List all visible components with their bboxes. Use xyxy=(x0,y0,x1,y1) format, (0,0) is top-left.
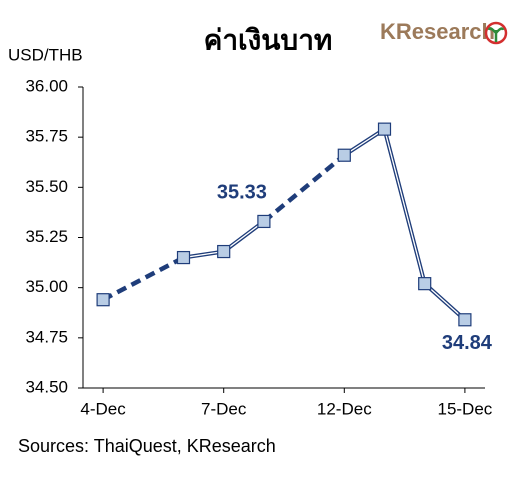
y-tick-label: 35.00 xyxy=(25,277,68,296)
logo: KResearch xyxy=(380,19,495,44)
y-tick-label: 35.75 xyxy=(25,127,68,146)
marker xyxy=(176,250,191,265)
marker xyxy=(458,313,472,327)
x-tick-label: 7-Dec xyxy=(201,399,247,418)
x-tick-label: 15-Dec xyxy=(437,399,492,418)
line-inner xyxy=(343,128,466,321)
source: Sources: ThaiQuest, KResearch xyxy=(18,436,276,456)
gap-connector xyxy=(102,255,185,302)
y-tick-label: 36.00 xyxy=(25,76,68,95)
line xyxy=(343,125,467,322)
logo-icon xyxy=(484,21,508,45)
y-axis-label: USD/THB xyxy=(8,45,83,64)
y-tick-label: 35.50 xyxy=(25,177,68,196)
x-tick-label: 12-Dec xyxy=(317,399,372,418)
marker xyxy=(377,122,392,136)
x-tick-label: 4-Dec xyxy=(80,399,126,418)
marker xyxy=(257,214,271,229)
gap-connector xyxy=(262,153,346,224)
marker xyxy=(337,148,351,162)
chart-title: ค่าเงินบาท xyxy=(204,24,333,55)
y-tick-label: 35.25 xyxy=(25,227,68,246)
data-label: 34.84 xyxy=(442,332,493,354)
marker xyxy=(96,293,110,307)
marker xyxy=(418,277,432,291)
data-label: 35.33 xyxy=(217,182,267,204)
y-tick-label: 34.50 xyxy=(25,377,68,396)
y-tick-label: 34.75 xyxy=(25,327,68,346)
marker xyxy=(217,244,231,259)
